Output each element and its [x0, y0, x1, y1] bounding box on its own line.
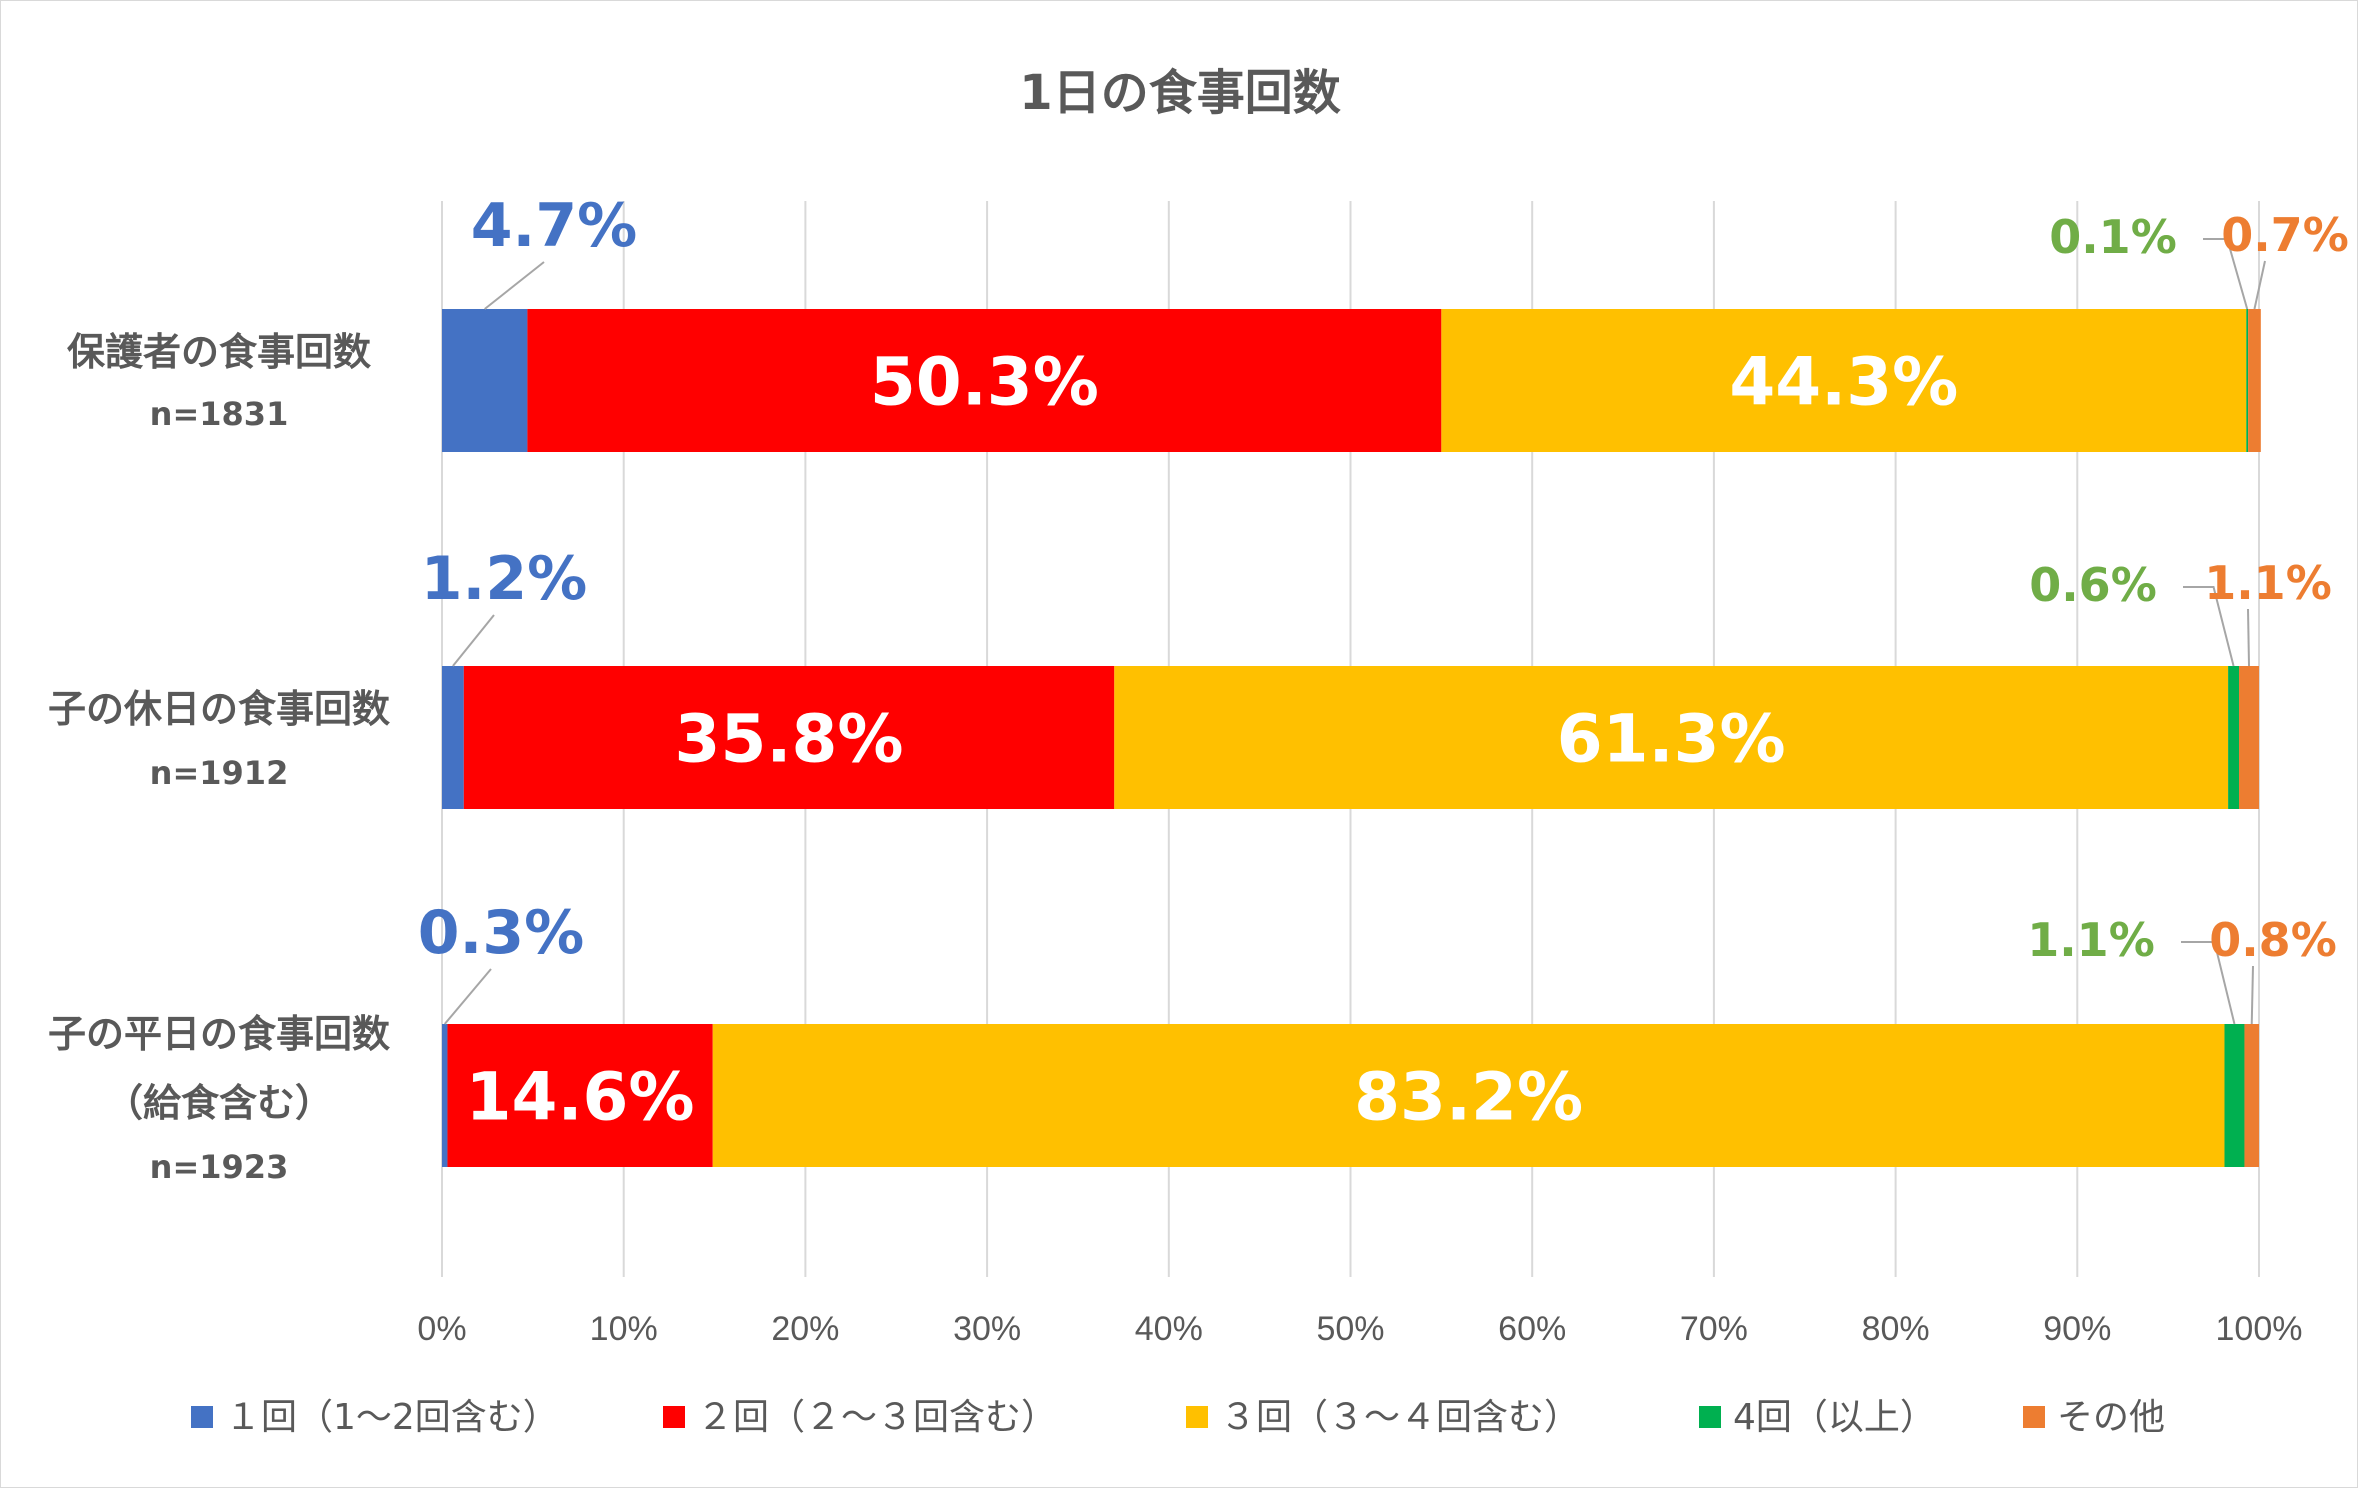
bar-segment	[2228, 666, 2240, 809]
leader-line	[2247, 608, 2251, 667]
data-label: 61.3%	[1557, 701, 1786, 778]
category-label: n=1912	[150, 754, 289, 792]
data-label: 0.1%	[2049, 210, 2177, 264]
legend-label: ３回（３〜４回含む）	[1220, 1397, 1580, 1438]
bar-segment	[442, 309, 528, 452]
bar-segment	[463, 666, 1115, 809]
leader-line	[2181, 941, 2236, 1025]
bar-segment	[2248, 309, 2261, 452]
bar-segment	[447, 1024, 713, 1167]
legend-swatch	[2023, 1406, 2045, 1428]
x-tick-label: 90%	[2043, 1310, 2111, 1348]
chart-title: 1日の食事回数	[1019, 65, 1340, 121]
bar-segment	[1114, 666, 2229, 809]
data-labels: 4.7% 50.3% 44.3% 0.1% 0.7% 1.2% 35.8% 61.3% 0.6%…	[418, 191, 2349, 1136]
x-tick-label: 10%	[590, 1310, 658, 1348]
category-label: 保護者の食事回数	[67, 330, 371, 374]
x-tick-label: 70%	[1680, 1310, 1748, 1348]
bar-segment	[442, 1024, 448, 1167]
category-label: n=1923	[150, 1148, 289, 1186]
leader-line	[2250, 965, 2254, 1025]
x-tick-labels: 0% 10% 20% 30% 40% 50% 60% 70% 80% 90% 100%	[417, 1310, 2302, 1348]
legend-swatch	[663, 1406, 685, 1428]
x-tick-label: 0%	[417, 1310, 466, 1348]
leader-line	[2203, 238, 2249, 310]
legend-label: １回（1〜2回含む）	[225, 1397, 559, 1438]
x-tick-label: 20%	[771, 1310, 839, 1348]
leader-line	[2253, 260, 2266, 310]
category-label: 子の平日の食事回数	[48, 1012, 390, 1056]
leader-line	[452, 614, 495, 667]
bar-segment	[442, 666, 464, 809]
legend-label: ２回（２〜３回含む）	[697, 1397, 1057, 1438]
bar-segment	[2224, 1024, 2245, 1167]
data-label: 0.8%	[2209, 913, 2337, 967]
data-label: 1.2%	[421, 544, 587, 614]
data-label: 83.2%	[1354, 1059, 1583, 1136]
x-tick-label: 60%	[1498, 1310, 1566, 1348]
legend-swatch	[1699, 1406, 1721, 1428]
x-tick-label: 40%	[1135, 1310, 1203, 1348]
x-tick-label: 50%	[1316, 1310, 1384, 1348]
legend: １回（1〜2回含む） ２回（２〜３回含む） ３回（３〜４回含む） 4回（以上） その他	[191, 1397, 2165, 1438]
data-label: 14.6%	[466, 1059, 695, 1136]
x-tick-label: 80%	[1862, 1310, 1930, 1348]
leader-line	[443, 968, 492, 1025]
data-label: 0.3%	[418, 898, 584, 968]
leader-line	[2183, 586, 2235, 667]
legend-label: 4回（以上）	[1733, 1397, 1936, 1438]
leader-line	[484, 261, 545, 310]
bar-segment	[712, 1024, 2225, 1167]
data-label: 1.1%	[2204, 556, 2332, 610]
category-label: 子の休日の食事回数	[48, 687, 390, 731]
bar-segment	[2239, 666, 2259, 809]
x-tick-label: 100%	[2216, 1310, 2303, 1348]
data-label: 1.1%	[2027, 913, 2155, 967]
data-label: 50.3%	[870, 344, 1099, 421]
legend-swatch	[1186, 1406, 1208, 1428]
bar-segment	[1441, 309, 2247, 452]
legend-label: その他	[2057, 1397, 2165, 1438]
category-label: （給食含む）	[105, 1081, 333, 1125]
data-label: 0.7%	[2221, 208, 2349, 262]
category-label: n=1831	[150, 395, 289, 433]
bar-segment	[2246, 309, 2249, 452]
x-tick-label: 30%	[953, 1310, 1021, 1348]
data-label: 44.3%	[1729, 344, 1958, 421]
data-label: 0.6%	[2029, 558, 2157, 612]
legend-swatch	[191, 1406, 213, 1428]
bar-segment	[527, 309, 1442, 452]
data-label: 35.8%	[675, 701, 904, 778]
bar-segment	[2244, 1024, 2259, 1167]
category-labels: 保護者の食事回数 n=1831 子の休日の食事回数 n=1912 子の平日の食事回数 （給…	[48, 330, 390, 1186]
bars	[442, 309, 2261, 1167]
data-label: 4.7%	[471, 191, 637, 261]
